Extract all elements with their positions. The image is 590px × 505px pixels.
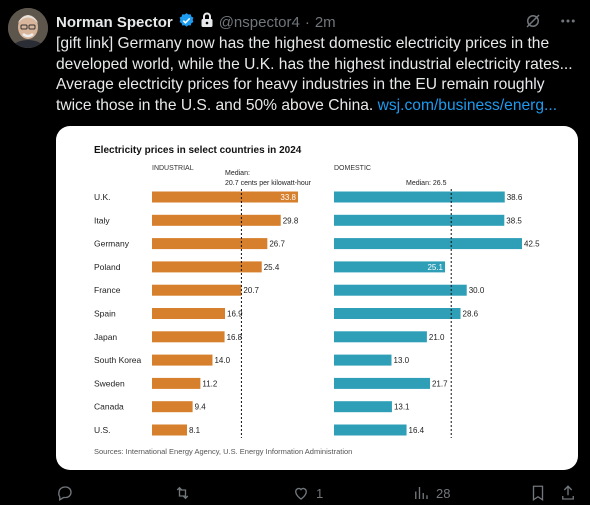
industrial-bar: [152, 308, 225, 319]
share-icon: [562, 485, 574, 500]
industrial-bar: [152, 424, 187, 436]
share-button[interactable]: [560, 482, 576, 504]
country-label: Germany: [94, 239, 130, 249]
heart-icon: [295, 487, 307, 500]
more-icon[interactable]: [558, 12, 578, 35]
domestic-bar: [334, 424, 407, 436]
domestic-bar: [334, 284, 467, 296]
industrial-bar: [152, 238, 268, 250]
domestic-median-label: Median: 26.5: [406, 180, 447, 187]
industrial-median-label: Median:: [225, 170, 250, 177]
industrial-value-label: 29.8: [283, 216, 299, 225]
bookmark-icon: [532, 485, 544, 502]
industrial-value-label: 33.8: [280, 193, 296, 202]
country-label: South Korea: [94, 355, 142, 365]
domestic-value-label: 30.0: [469, 286, 485, 295]
industrial-value-label: 16.9: [227, 310, 243, 319]
avatar[interactable]: [8, 8, 48, 48]
industrial-panel-label: INDUSTRIAL: [152, 165, 194, 172]
domestic-value-label: 21.7: [432, 379, 448, 388]
industrial-bar: [152, 261, 262, 273]
industrial-value-label: 8.1: [189, 426, 201, 435]
author-name[interactable]: Norman Spector: [56, 13, 173, 31]
industrial-value-label: 9.4: [195, 403, 207, 412]
retweet-button[interactable]: [173, 482, 198, 504]
tweet-text: [gift link] Germany now has the highest …: [56, 34, 578, 116]
country-label: U.S.: [94, 425, 111, 435]
industrial-bar: [152, 377, 201, 389]
domestic-value-label: 16.4: [409, 426, 425, 435]
domestic-bar: [334, 377, 430, 389]
domestic-value-label: 42.5: [524, 240, 540, 249]
reply-button[interactable]: [56, 482, 80, 504]
retweet-icon: [176, 486, 189, 500]
industrial-value-label: 20.7: [243, 286, 259, 295]
country-label: Poland: [94, 262, 121, 272]
domestic-value-label: 28.6: [463, 310, 479, 319]
electricity-chart: Electricity prices in select countries i…: [94, 145, 540, 456]
industrial-bar: [152, 191, 298, 203]
chart-card[interactable]: Electricity prices in select countries i…: [56, 126, 578, 470]
industrial-value-label: 25.4: [264, 263, 280, 272]
tweet-header: Norman Spector @nspector4 · 2m: [56, 12, 336, 32]
industrial-value-label: 14.0: [214, 356, 230, 365]
domestic-bar: [334, 308, 461, 319]
domestic-bar: [334, 261, 446, 273]
country-label: Italy: [94, 215, 110, 225]
reply-icon: [58, 486, 72, 501]
industrial-bar: [152, 284, 242, 296]
verified-badge-icon: [178, 12, 195, 33]
industrial-value-label: 26.7: [269, 240, 285, 249]
tweet-link[interactable]: wsj.com/business/energ...: [377, 96, 558, 114]
industrial-value-label: 11.2: [202, 379, 218, 388]
tweet-body: [gift link] Germany now has the highest …: [56, 35, 573, 114]
country-label: France: [94, 285, 121, 295]
action-bar: 1 28: [56, 482, 578, 504]
domestic-panel-label: DOMESTIC: [334, 165, 371, 172]
grok-icon[interactable]: [524, 12, 542, 35]
domestic-value-label: 38.5: [506, 216, 522, 225]
views-button[interactable]: 28: [412, 482, 450, 504]
industrial-bar: [152, 331, 225, 343]
author-handle[interactable]: @nspector4: [218, 13, 300, 31]
domestic-bar: [334, 354, 392, 366]
country-label: Spain: [94, 309, 116, 319]
like-count: 1: [316, 485, 324, 501]
domestic-bar: [334, 191, 505, 203]
domestic-value-label: 25.1: [427, 263, 443, 272]
bookmark-button[interactable]: [530, 482, 546, 504]
domestic-bar: [334, 401, 392, 413]
country-label: Japan: [94, 332, 117, 342]
domestic-bar: [334, 331, 427, 343]
like-button[interactable]: 1: [292, 482, 323, 504]
separator: ·: [304, 13, 310, 31]
views-count: 28: [436, 485, 451, 501]
domestic-value-label: 13.1: [394, 403, 410, 412]
chart-title: Electricity prices in select countries i…: [94, 145, 302, 156]
header-actions: [524, 12, 578, 35]
domestic-bar: [334, 214, 505, 226]
country-label: U.K.: [94, 192, 111, 202]
industrial-bar: [152, 354, 213, 366]
tweet-time[interactable]: 2m: [314, 13, 336, 31]
domestic-value-label: 21.0: [429, 333, 445, 342]
domestic-value-label: 38.6: [507, 193, 523, 202]
chart-source: Sources: International Energy Agency, U.…: [94, 447, 352, 456]
domestic-bar: [334, 238, 522, 250]
industrial-median-unit: 20.7 cents per kilowatt-hour: [225, 180, 312, 187]
views-icon: [415, 487, 428, 499]
lock-icon: [200, 12, 214, 32]
industrial-value-label: 16.8: [227, 333, 243, 342]
domestic-value-label: 13.0: [394, 356, 410, 365]
industrial-bar: [152, 214, 281, 226]
country-label: Sweden: [94, 378, 125, 388]
country-label: Canada: [94, 402, 124, 412]
industrial-bar: [152, 401, 193, 413]
